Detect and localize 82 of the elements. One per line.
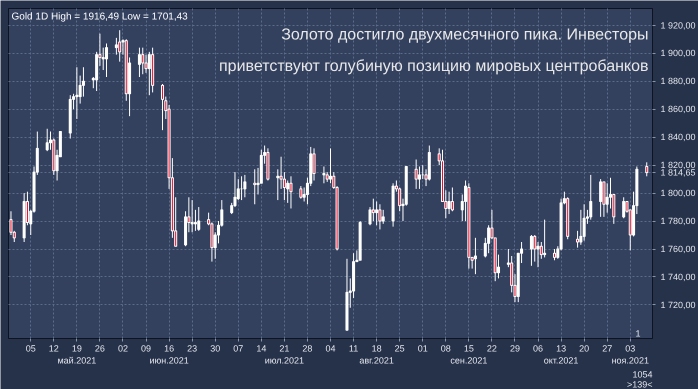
candlestick xyxy=(243,174,246,198)
x-tick-label: 13 окт.2021 xyxy=(544,344,578,366)
x-tick-label: 12 xyxy=(48,344,59,354)
x-tick-label: 04 xyxy=(325,344,336,354)
candlestick xyxy=(418,166,421,190)
candlestick xyxy=(448,191,451,215)
x-tick-label: 06 xyxy=(533,344,544,354)
candlestick xyxy=(148,51,151,96)
text: >139< xyxy=(626,380,653,389)
text: 1054 xyxy=(632,370,653,380)
candlestick xyxy=(375,200,378,226)
candlestick xyxy=(299,186,302,200)
candlestick xyxy=(599,178,602,218)
y-tick-label: 1 760,00 xyxy=(660,244,696,254)
candlestick xyxy=(190,200,194,233)
annotation: 1 xyxy=(635,328,641,338)
y-tick-label: 1 800,00 xyxy=(660,188,696,198)
candlestick xyxy=(322,166,326,184)
y-tick-label: 1 880,00 xyxy=(660,76,696,86)
x-tick-label: 07 xyxy=(233,344,244,354)
candlestick xyxy=(75,66,78,120)
candlestick xyxy=(552,248,556,261)
candlestick xyxy=(253,168,256,205)
candlestick xyxy=(160,84,164,131)
candlestick xyxy=(194,209,197,232)
y-tick-label: 1 814,65 xyxy=(660,168,696,178)
text: Золото достигло двухмесячного пика. Инвесторы приветствуют голубиную позицию мировых центробанков xyxy=(219,26,648,75)
x-tick-label: 19 май.2021 xyxy=(57,344,96,366)
candlestick xyxy=(328,148,332,184)
candlestick xyxy=(378,204,382,230)
candlestick xyxy=(118,30,122,62)
x-tick-label: 03 ноя.2021 xyxy=(612,344,649,366)
candlestick xyxy=(576,230,580,248)
x-tick-label: 11 xyxy=(348,344,358,354)
y-tick-label: 1 740,00 xyxy=(660,272,696,282)
candlestick xyxy=(582,204,586,242)
candlestick xyxy=(589,174,592,220)
x-tick-label: 02 xyxy=(118,344,128,354)
candlestick xyxy=(622,196,626,219)
x-tick-label: 20 xyxy=(579,344,590,354)
x-tick-label: 18 авг.2021 xyxy=(359,344,394,366)
candlestick xyxy=(602,181,606,218)
candlestick xyxy=(104,42,108,78)
candlestick xyxy=(138,47,141,78)
candlestick xyxy=(474,237,477,275)
x-tick-label: 09 xyxy=(141,344,152,354)
x-tick-label: 28 xyxy=(302,344,312,354)
candlestick xyxy=(414,159,418,190)
x-tick-label: 08 xyxy=(440,344,451,354)
y-tick-label: 1 920,00 xyxy=(660,20,696,30)
x-tick-label: 26 xyxy=(94,344,105,354)
x-tick-label: 25 xyxy=(394,344,405,354)
x-tick-label: 05 xyxy=(26,344,36,354)
x-tick-label: 15 сен.2021 xyxy=(450,344,488,366)
y-tick-label: 1 820,00 xyxy=(660,160,696,170)
candlestick xyxy=(289,176,292,209)
x-tick-label: 22 xyxy=(486,344,497,354)
candlestick xyxy=(197,206,200,232)
x-tick-label: 16 июн.2021 xyxy=(149,344,189,366)
candlestick xyxy=(276,168,280,201)
candlestick xyxy=(543,219,546,258)
x-tick-label: 23 xyxy=(187,344,198,354)
x-tick-label: 14 xyxy=(256,344,266,354)
x-tick-label: 30 xyxy=(210,344,220,354)
y-tick-label: 1 860,00 xyxy=(660,104,696,114)
candlestick xyxy=(312,148,316,181)
candlestick xyxy=(372,198,375,222)
candlestick xyxy=(382,209,385,224)
candlestick xyxy=(46,128,49,152)
x-tick-label: 01 xyxy=(418,344,428,354)
y-tick-label: 1 840,00 xyxy=(660,132,696,142)
candlestick xyxy=(645,162,648,177)
candlestick xyxy=(530,234,533,266)
candlestick xyxy=(114,37,118,56)
x-tick-label: 29 xyxy=(510,344,520,354)
x-tick-label: 27 xyxy=(602,344,612,354)
y-tick-label: 1 900,00 xyxy=(660,48,696,58)
y-tick-label: 1 720,00 xyxy=(660,300,696,310)
chart-subtitle: Gold 1D High = 1916,49 Low = 1701,43 xyxy=(12,12,188,22)
candlestick xyxy=(141,47,144,75)
y-tick-label: 1 780,00 xyxy=(660,216,696,226)
candlestick xyxy=(450,186,454,212)
